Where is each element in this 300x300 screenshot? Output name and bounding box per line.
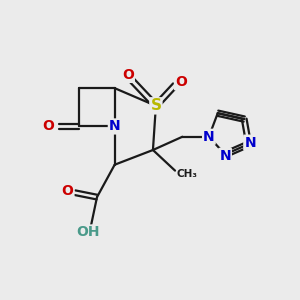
Text: N: N <box>219 149 231 163</box>
Text: N: N <box>203 130 215 144</box>
Text: N: N <box>244 136 256 150</box>
Text: CH₃: CH₃ <box>176 169 197 178</box>
Text: O: O <box>61 184 74 198</box>
Text: OH: OH <box>76 225 100 239</box>
Text: O: O <box>175 75 187 89</box>
Text: N: N <box>109 119 121 134</box>
Text: S: S <box>150 98 161 113</box>
Text: O: O <box>43 119 54 134</box>
Text: O: O <box>122 68 134 82</box>
